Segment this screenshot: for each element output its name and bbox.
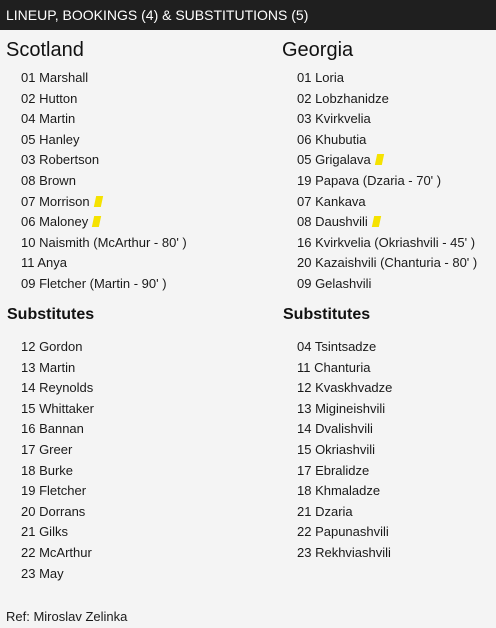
substitute-row: 18 Khmaladze [297, 483, 381, 499]
player-row: 06 Maloney [21, 212, 187, 233]
substitute-row: 16 Bannan [21, 421, 84, 437]
substitute-row: 22 McArthur [21, 544, 92, 560]
player-row: 08 Brown [21, 171, 187, 192]
away-team-name: Georgia [282, 39, 354, 61]
player-row: 02 Lobzhanidze [297, 89, 477, 110]
player-row: 06 Khubutia [297, 130, 477, 151]
substitute-row: 18 Burke [21, 462, 74, 478]
player-name: 06 Khubutia [297, 131, 367, 147]
substitute-row: 12 Gordon [21, 339, 83, 354]
player-row: 05 Grigalava [297, 150, 477, 171]
player-row: 09 Gelashvili [297, 274, 477, 295]
section-header: LINEUP, BOOKINGS (4) & SUBSTITUTIONS (5) [0, 0, 496, 30]
player-name: 05 Grigalava [297, 152, 371, 168]
yellow-card-icon [374, 154, 384, 166]
player-name: 10 Naismith (McArthur - 80' ) [21, 234, 187, 250]
player-name: 01 Loria [297, 70, 344, 85]
player-name: 01 Marshall [21, 70, 89, 85]
substitute-row: 14 Dvalishvili [297, 421, 373, 437]
player-name: 09 Gelashvili [297, 275, 372, 291]
player-name: 04 Martin [21, 111, 76, 127]
substitute-row: 14 Reynolds [21, 380, 94, 396]
player-row: 10 Naismith (McArthur - 80' ) [21, 233, 187, 254]
away-substitutes-heading: Substitutes [283, 306, 371, 323]
player-name: 16 Kvirkvelia (Okriashvili - 45' ) [297, 234, 476, 250]
substitute-row: 22 Papunashvili [297, 524, 389, 540]
player-name: 09 Fletcher (Martin - 90' ) [21, 275, 167, 291]
player-name: 07 Morrison [21, 193, 90, 209]
substitute-row: 11 Chanturia [297, 359, 371, 375]
away-starters-list: 01 Loria 02 Lobzhanidze 03 Kvirkvelia 06 Kh… [297, 68, 477, 295]
substitute-row: 13 Martin [21, 359, 76, 375]
yellow-card-icon [93, 195, 103, 207]
player-row: 02 Hutton [21, 89, 187, 110]
player-name: 07 Kankava [297, 193, 366, 209]
home-substitutes-heading: Substitutes [7, 306, 95, 323]
player-row: 09 Fletcher (Martin - 90' ) [21, 274, 187, 295]
player-row: 20 Kazaishvili (Chanturia - 80' ) [297, 253, 477, 274]
player-row: 03 Robertson [21, 150, 187, 171]
player-name: 20 Kazaishvili (Chanturia - 80' ) [297, 255, 478, 271]
substitute-row: 17 Ebralidze [297, 462, 370, 478]
player-name: 11 Anya [21, 255, 68, 271]
player-row: 03 Kvirkvelia [297, 109, 477, 130]
substitute-row: 20 Dorrans [21, 503, 86, 519]
player-name: 06 Maloney [21, 214, 89, 230]
player-row: 08 Daushvili [297, 212, 477, 233]
substitute-row: 17 Greer [21, 441, 73, 457]
yellow-card-icon [92, 216, 102, 228]
substitute-row: 04 Tsintsadze [297, 339, 377, 354]
player-row: 07 Morrison [21, 192, 187, 213]
substitute-row: 15 Okriashvili [297, 441, 376, 457]
player-row: 19 Papava (Dzaria - 70' ) [297, 171, 477, 192]
substitute-row: 12 Kvaskhvadze [297, 380, 393, 396]
player-name: 19 Papava (Dzaria - 70' ) [297, 172, 442, 188]
player-name: 05 Hanley [21, 131, 80, 147]
player-row: 11 Anya [21, 253, 187, 274]
substitute-row: 19 Fletcher [21, 483, 87, 499]
player-row: 01 Loria [297, 68, 477, 89]
away-substitutes-list: 04 Tsintsadze 11 Chanturia 12 Kvaskhvadze 1… [297, 337, 392, 564]
player-name: 02 Hutton [21, 90, 78, 106]
home-starters-list: 01 Marshall 02 Hutton 04 Martin 05 Hanley 03… [21, 68, 187, 295]
player-name: 08 Brown [21, 172, 76, 188]
home-substitutes-list: 12 Gordon 13 Martin 14 Reynolds 15 Whittake… [21, 337, 94, 584]
home-team-name: Scotland [6, 39, 84, 61]
referee: Ref: Miroslav Zelinka [6, 609, 128, 624]
player-name: 02 Lobzhanidze [297, 90, 389, 106]
substitute-row: 15 Whittaker [21, 400, 94, 416]
player-row: 16 Kvirkvelia (Okriashvili - 45' ) [297, 233, 477, 254]
player-row: 04 Martin [21, 109, 187, 130]
substitute-row: 23 Rekhviashvili [297, 544, 391, 560]
player-row: 01 Marshall [21, 68, 187, 89]
yellow-card-icon [371, 216, 381, 228]
substitute-row: 23 May [21, 565, 64, 581]
player-name: 08 Daushvili [297, 214, 368, 230]
substitute-row: 21 Dzaria [297, 503, 353, 519]
substitute-row: 21 Gilks [21, 524, 68, 540]
player-name: 03 Kvirkvelia [297, 111, 371, 127]
player-row: 05 Hanley [21, 130, 187, 151]
player-name: 03 Robertson [21, 152, 100, 168]
player-row: 07 Kankava [297, 192, 477, 213]
substitute-row: 13 Migineishvili [297, 400, 386, 416]
